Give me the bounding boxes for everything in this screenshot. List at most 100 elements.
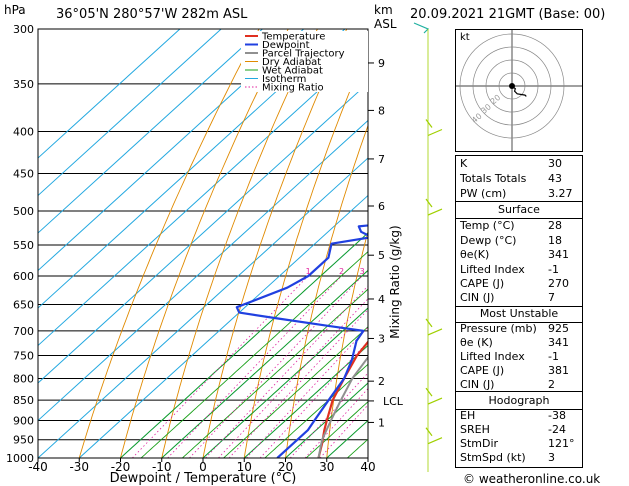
wind-barb	[425, 318, 443, 336]
wind-barb	[413, 22, 430, 34]
legend-label: Wet Adiabat	[262, 66, 323, 77]
legend-label: Mixing Ratio	[262, 83, 324, 94]
hodograph-ring	[472, 46, 552, 126]
series-temperature	[317, 340, 368, 458]
pressure-tick-label: 300	[13, 23, 34, 36]
mixing-ratio-label: 8	[413, 267, 418, 276]
surface-title: Surface	[498, 203, 540, 216]
pressure-tick-label: 800	[13, 372, 34, 385]
wet-adiabat-line	[161, 269, 368, 458]
x-axis-label: Dewpoint / Temperature (°C)	[110, 471, 297, 486]
isotherm-line	[38, 29, 222, 197]
pressure-tick-label: 950	[13, 434, 34, 447]
most-unstable-panel: Most Unstable Pressure (mb) 925 θe (K) 341…	[455, 306, 583, 394]
hodograph-storm-marker	[509, 83, 515, 89]
isotherm-line	[38, 44, 368, 347]
mixing-ratio-line	[259, 340, 368, 458]
index-row: PW (cm) 3.27	[460, 187, 573, 200]
pressure-tick-label: 550	[13, 239, 34, 252]
temperature-tick-label: -40	[28, 460, 48, 474]
pressure-tick-label: 850	[13, 394, 34, 407]
mu-row: Pressure (mb) 925	[460, 322, 569, 335]
hodo-row: StmDir 121°	[460, 437, 575, 450]
surface-row: Temp (°C) 28	[460, 219, 562, 232]
hodograph-ring-label: 40	[470, 112, 484, 125]
indices-top: K 30 Totals Totals 43 PW (cm) 3.27	[455, 155, 583, 204]
pressure-tick-label: 1000	[6, 452, 34, 465]
height-tick-label: 6	[378, 200, 385, 213]
height-tick-label: 3	[378, 332, 385, 345]
hodograph-ring-label: 20	[489, 93, 503, 106]
hodograph-ring	[459, 33, 565, 139]
temperature-tick-label: 0	[199, 460, 207, 474]
surface-row: Dewp (°C) 18	[460, 234, 562, 247]
pressure-tick-label: 650	[13, 299, 34, 312]
temperature-tick-label: 10	[237, 460, 252, 474]
temperature-tick-label: 40	[360, 460, 375, 474]
surface-panel: Surface Temp (°C) 28 Dewp (°C) 18 θe(K) 341…	[455, 201, 583, 309]
hodograph-ring	[485, 59, 539, 113]
mixing-ratio-label: 10	[424, 267, 434, 276]
temperature-tick-label: -20	[111, 460, 131, 474]
temperature-tick-label: 30	[319, 460, 334, 474]
temperature-tick-label: -30	[69, 460, 89, 474]
height-tick-label: 4	[378, 293, 385, 306]
km-label: km	[374, 3, 393, 17]
mu-row: CIN (J) 2	[460, 378, 555, 391]
isotherm-line	[38, 82, 368, 384]
isotherm-line	[38, 119, 368, 422]
isotherm-line	[38, 29, 263, 234]
temperature-tick-label: 20	[278, 460, 293, 474]
height-tick-label: 5	[378, 249, 385, 262]
asl-label: ASL	[374, 17, 397, 31]
hodo-row: EH -38	[460, 409, 566, 422]
wind-barb	[425, 198, 443, 216]
mixing-ratio-line	[132, 275, 309, 458]
dry-adiabat-line	[326, 230, 368, 458]
pressure-tick-label: 900	[13, 414, 34, 427]
hodograph-panel: 20 30 40 kt	[455, 29, 583, 152]
isotherm-line	[38, 29, 304, 272]
wind-barb	[425, 387, 443, 405]
dry-adiabat-line	[367, 451, 368, 458]
dry-adiabat-line	[161, 29, 318, 458]
legend-label: Isotherm	[262, 74, 306, 85]
temperature-tick-label: -10	[152, 460, 172, 474]
hodograph-title: Hodograph	[488, 394, 550, 407]
legend-label: Dry Adiabat	[262, 57, 321, 68]
surface-row: CAPE (J) 270	[460, 277, 569, 290]
datetime-label: 20.09.2021 21GMT (Base: 00)	[410, 7, 606, 22]
mixing-ratio-line	[218, 298, 368, 458]
pressure-tick-label: 400	[13, 126, 34, 139]
pressure-tick-label: 600	[13, 270, 34, 283]
legend-label: Dewpoint	[262, 40, 310, 51]
surface-row: θe(K) 341	[460, 248, 569, 261]
wet-adiabat-line	[223, 326, 368, 458]
height-tick-label: 1	[378, 416, 385, 429]
hodograph-ring	[498, 72, 526, 100]
height-tick-label: 2	[378, 375, 385, 388]
isotherm-line	[38, 29, 346, 309]
mu-row: CAPE (J) 381	[460, 364, 569, 377]
wind-barb	[425, 427, 443, 445]
station-location: 36°05'N 280°57'W 282m ASL	[56, 7, 248, 22]
index-row: Totals Totals 43	[460, 172, 562, 185]
series-dewpoint	[235, 224, 368, 458]
wet-adiabat-line	[264, 363, 368, 458]
hpa-label: hPa	[4, 3, 26, 17]
wet-adiabat-line	[243, 344, 368, 458]
pressure-tick-label: 500	[13, 205, 34, 218]
dry-adiabat-line	[120, 29, 289, 458]
mixing-ratio-line	[319, 404, 368, 458]
isotherm-line	[38, 29, 181, 159]
mixing-ratio-line	[289, 372, 368, 458]
pressure-tick-label: 750	[13, 349, 34, 362]
mixing-ratio-line	[228, 308, 368, 458]
pressure-tick-label: 700	[13, 325, 34, 338]
hodo-row: StmSpd (kt) 3	[460, 451, 555, 464]
series-parcel-trajectory	[317, 355, 368, 458]
wet-adiabat-line	[202, 307, 368, 458]
dry-adiabat-line	[606, 29, 629, 458]
